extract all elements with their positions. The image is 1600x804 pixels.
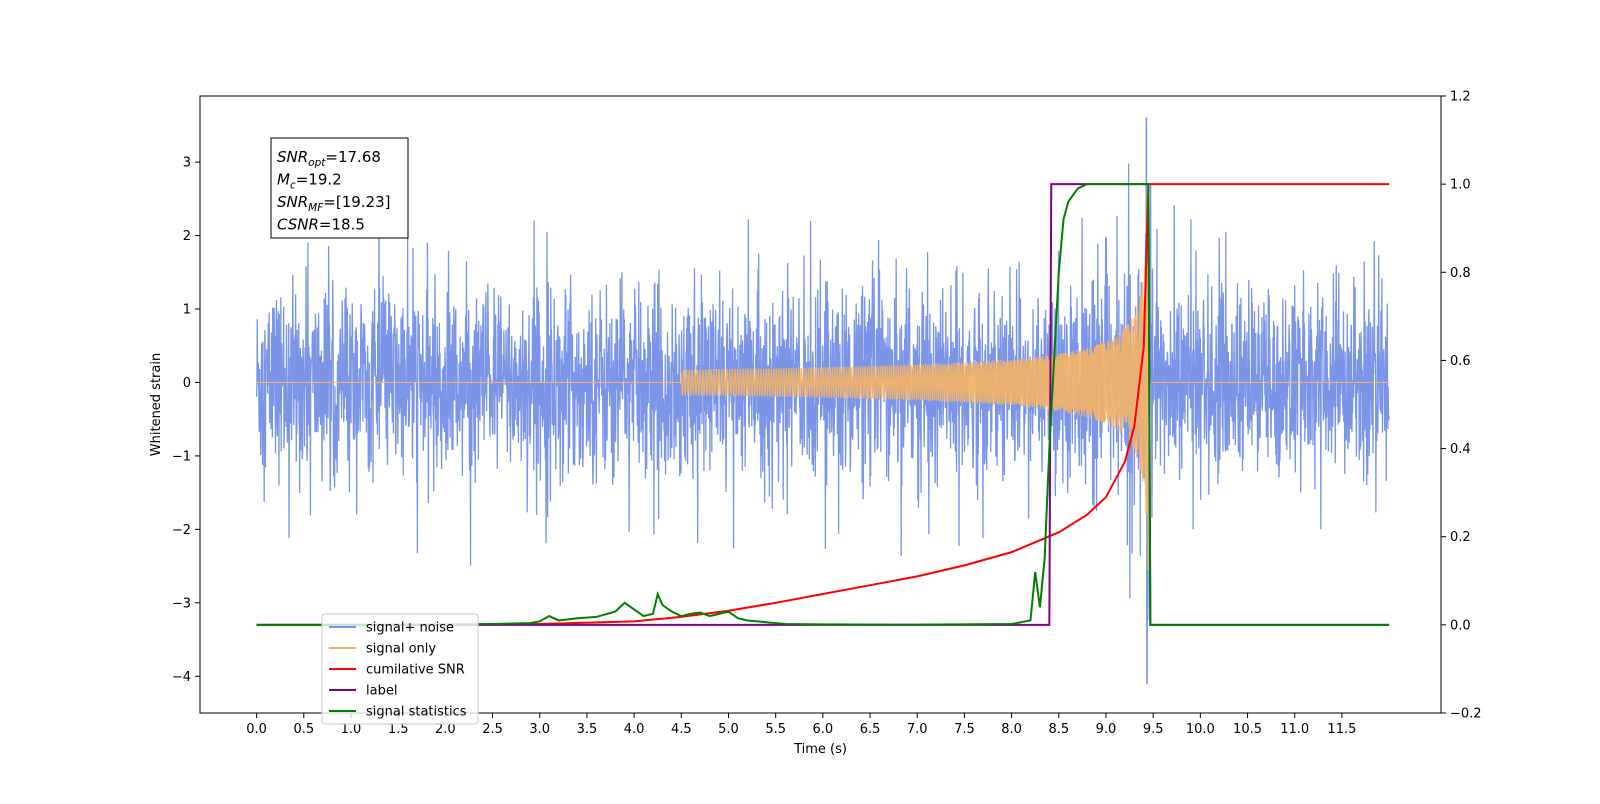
x-axis: 0.0 0.5 1.0 1.5 2.0 2.5 3.0 3.5 4.0 4.5 5.0 5.5 6.0 6… [246, 713, 1356, 737]
y-tick-label-left: 1 [183, 303, 191, 318]
y-tick-label-left: 0 [183, 376, 191, 391]
y-tick-label-right: 0.0 [1450, 618, 1471, 633]
y-tick-label-right: 1.0 [1450, 178, 1471, 193]
series-layer [255, 117, 1390, 685]
x-tick-label: 1.0 [341, 722, 362, 737]
annotation-line: CSNR=18.5 [277, 216, 365, 234]
y-axis-title-left: Whitened strain [149, 353, 164, 456]
x-tick-label: 11.5 [1327, 722, 1356, 737]
y-tick-label-right: 0.4 [1450, 442, 1471, 457]
x-tick-label: 8.5 [1048, 722, 1069, 737]
legend-frame [321, 613, 479, 725]
legend-label: cumilative SNR [366, 663, 465, 678]
x-tick-label: 2.0 [435, 722, 456, 737]
x-tick-label: 4.5 [671, 722, 692, 737]
x-tick-label: 3.5 [577, 722, 598, 737]
x-tick-label: 4.0 [624, 722, 645, 737]
x-tick-label: 5.5 [765, 722, 786, 737]
x-tick-label: 0.0 [246, 722, 267, 737]
series-signal-statistics [256, 183, 1390, 626]
y-axis-left: 3 2 1 0 −1 −2 −3 −4 [172, 156, 200, 685]
annotation-line: Mc=19.2 [277, 171, 342, 192]
y-tick-label-right: 0.8 [1450, 266, 1471, 281]
y-tick-label-left: −1 [172, 449, 191, 464]
x-tick-label: 9.0 [1096, 722, 1117, 737]
x-tick-label: 5.0 [718, 722, 739, 737]
legend-label: signal+ noise [366, 621, 454, 636]
x-tick-label: 10.5 [1233, 722, 1262, 737]
y-tick-label-right: −0.2 [1450, 707, 1482, 722]
legend: signal+ noise signal only cumilative SNR la… [321, 613, 479, 725]
y-axis-right: 1.2 1.0 0.8 0.6 0.4 0.2 0.0 −0.2 [1441, 90, 1482, 722]
x-tick-label: 1.5 [388, 722, 409, 737]
x-tick-label: 2.5 [482, 722, 503, 737]
y-tick-label-right: 1.2 [1450, 90, 1471, 105]
x-tick-label: 11.0 [1280, 722, 1309, 737]
x-tick-label: 3.0 [529, 722, 550, 737]
x-tick-label: 7.5 [954, 722, 975, 737]
series-signal-only [256, 232, 1390, 570]
x-tick-label: 7.0 [907, 722, 928, 737]
x-tick-label: 10.0 [1186, 722, 1215, 737]
y-tick-label-left: 3 [183, 156, 191, 171]
y-tick-label-left: −2 [172, 523, 191, 538]
legend-label: signal only [366, 642, 436, 657]
y-tick-label-right: 0.6 [1450, 354, 1471, 369]
plot-frame [199, 95, 1442, 714]
x-tick-label: 9.5 [1143, 722, 1164, 737]
annotation-frame [270, 137, 409, 239]
annotation-line: SNRMF=[19.23] [277, 193, 391, 214]
annotation-line: SNRopt=17.68 [277, 148, 381, 169]
x-axis-title: Time (s) [793, 742, 847, 757]
y-tick-label-left: 2 [183, 229, 191, 244]
y-tick-label-left: −4 [172, 670, 191, 685]
x-tick-label: 0.5 [293, 722, 314, 737]
x-tick-label: 8.0 [1001, 722, 1022, 737]
y-tick-label-left: −3 [172, 596, 191, 611]
series-cumilative-snr [256, 183, 1390, 626]
x-tick-label: 6.0 [813, 722, 834, 737]
y-tick-label-right: 0.2 [1450, 530, 1471, 545]
legend-label: signal statistics [366, 705, 467, 720]
series-signal-plus-noise [255, 117, 1390, 685]
legend-label: label [366, 684, 397, 699]
x-tick-label: 6.5 [860, 722, 881, 737]
